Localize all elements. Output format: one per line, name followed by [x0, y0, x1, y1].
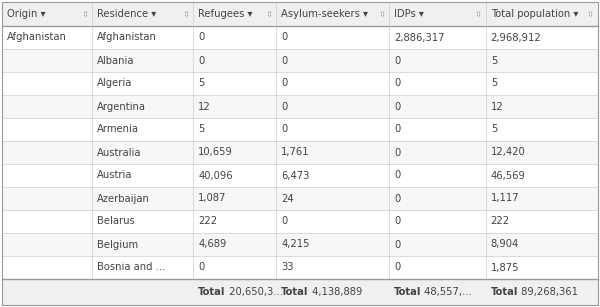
Text: 0: 0: [281, 79, 287, 88]
Text: 1,761: 1,761: [281, 147, 310, 157]
Bar: [2, 72, 598, 95]
Text: Argentina: Argentina: [97, 102, 146, 111]
Text: 0: 0: [394, 216, 400, 227]
Bar: [2, 118, 598, 141]
Text: 2,886,317: 2,886,317: [394, 33, 445, 42]
Text: 24: 24: [281, 193, 294, 204]
Text: Refugees ▾: Refugees ▾: [198, 9, 253, 19]
Bar: [2, 95, 598, 118]
Text: 5: 5: [198, 125, 205, 134]
Text: Total population ▾: Total population ▾: [491, 9, 578, 19]
Text: 0: 0: [281, 216, 287, 227]
Bar: [2, 279, 598, 305]
Text: 6,473: 6,473: [281, 170, 310, 181]
Text: 1,875: 1,875: [491, 262, 519, 273]
Text: ⇳: ⇳: [587, 10, 594, 18]
Text: ⇳: ⇳: [81, 10, 88, 18]
Text: 89,268,361: 89,268,361: [518, 287, 578, 297]
Text: 12,420: 12,420: [491, 147, 526, 157]
Bar: [2, 49, 598, 72]
Text: ⇳: ⇳: [265, 10, 272, 18]
Text: 2,968,912: 2,968,912: [491, 33, 541, 42]
Text: 5: 5: [198, 79, 205, 88]
Text: 0: 0: [394, 56, 400, 65]
Text: Albania: Albania: [97, 56, 134, 65]
Bar: [2, 164, 598, 187]
Text: 0: 0: [394, 79, 400, 88]
Text: 8,904: 8,904: [491, 239, 519, 250]
Text: 0: 0: [198, 262, 205, 273]
Text: Residence ▾: Residence ▾: [97, 9, 157, 19]
Text: 33: 33: [281, 262, 293, 273]
Text: ⇳: ⇳: [378, 10, 385, 18]
Text: 1,117: 1,117: [491, 193, 520, 204]
Text: 0: 0: [394, 125, 400, 134]
Text: Asylum-seekers ▾: Asylum-seekers ▾: [281, 9, 368, 19]
Text: 40,096: 40,096: [198, 170, 233, 181]
Text: 0: 0: [281, 125, 287, 134]
Text: 20,650,3...: 20,650,3...: [226, 287, 283, 297]
Text: 0: 0: [281, 56, 287, 65]
Text: 0: 0: [394, 262, 400, 273]
Text: Total: Total: [198, 287, 226, 297]
Text: 0: 0: [394, 147, 400, 157]
Text: 222: 222: [491, 216, 510, 227]
Text: Bosnia and ...: Bosnia and ...: [97, 262, 166, 273]
Text: 12: 12: [491, 102, 503, 111]
Text: 12: 12: [198, 102, 211, 111]
Bar: [2, 233, 598, 256]
Text: 0: 0: [394, 102, 400, 111]
Bar: [2, 2, 598, 26]
Text: Afghanistan: Afghanistan: [7, 33, 67, 42]
Text: 5: 5: [491, 56, 497, 65]
Text: 4,215: 4,215: [281, 239, 310, 250]
Bar: [2, 141, 598, 164]
Text: Belgium: Belgium: [97, 239, 138, 250]
Text: 5: 5: [491, 79, 497, 88]
Text: 0: 0: [281, 102, 287, 111]
Text: Total: Total: [491, 287, 518, 297]
Text: Total: Total: [281, 287, 308, 297]
Text: 46,569: 46,569: [491, 170, 526, 181]
Text: Armenia: Armenia: [97, 125, 139, 134]
Bar: [2, 210, 598, 233]
Bar: [2, 26, 598, 49]
Text: Australia: Australia: [97, 147, 142, 157]
Text: 5: 5: [491, 125, 497, 134]
Text: 1,087: 1,087: [198, 193, 227, 204]
Text: 48,557,...: 48,557,...: [421, 287, 472, 297]
Text: 0: 0: [394, 170, 400, 181]
Text: Total: Total: [394, 287, 421, 297]
Text: Belarus: Belarus: [97, 216, 135, 227]
Text: 0: 0: [198, 56, 205, 65]
Text: Afghanistan: Afghanistan: [97, 33, 157, 42]
Text: 4,138,889: 4,138,889: [308, 287, 362, 297]
Text: ⇳: ⇳: [182, 10, 189, 18]
Text: 0: 0: [394, 193, 400, 204]
Text: Origin ▾: Origin ▾: [7, 9, 46, 19]
Text: Azerbaijan: Azerbaijan: [97, 193, 150, 204]
Text: Austria: Austria: [97, 170, 133, 181]
Text: 0: 0: [281, 33, 287, 42]
Text: Algeria: Algeria: [97, 79, 133, 88]
Text: 222: 222: [198, 216, 217, 227]
Text: IDPs ▾: IDPs ▾: [394, 9, 424, 19]
Bar: [2, 256, 598, 279]
Text: 0: 0: [394, 239, 400, 250]
Bar: [2, 187, 598, 210]
Text: 10,659: 10,659: [198, 147, 233, 157]
Text: ⇳: ⇳: [475, 10, 482, 18]
Text: 4,689: 4,689: [198, 239, 227, 250]
Text: 0: 0: [198, 33, 205, 42]
